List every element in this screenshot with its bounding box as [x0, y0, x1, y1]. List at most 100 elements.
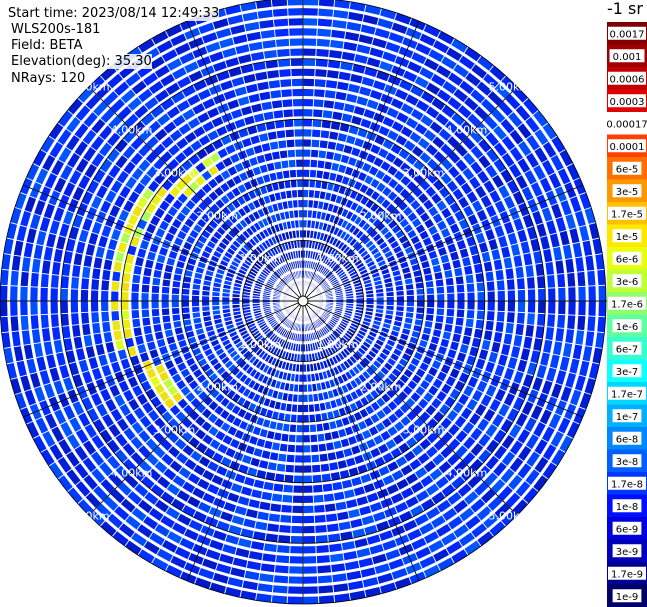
range-gate-cell [142, 401, 154, 414]
range-gate-cell [534, 146, 548, 164]
range-gate-cell [294, 220, 300, 228]
range-gate-cell [278, 314, 285, 321]
range-gate-cell [289, 321, 294, 329]
range-gate-cell [485, 132, 500, 147]
range-gate-cell [20, 374, 32, 392]
range-gate-cell [512, 86, 529, 104]
range-gate-cell [147, 409, 160, 422]
range-gate-cell [525, 152, 540, 169]
range-gate-cell [473, 263, 483, 274]
range-gate-cell [415, 546, 432, 560]
range-gate-cell [283, 474, 294, 483]
range-gate-cell [185, 330, 195, 339]
range-gate-cell [67, 98, 84, 115]
colorbar-label-bg [612, 454, 642, 468]
range-gate-cell [179, 537, 195, 551]
range-gate-cell [358, 86, 372, 97]
range-gate-cell [82, 217, 93, 232]
range-gate-cell [298, 384, 303, 392]
colorbar-label: 0.0006 [610, 74, 645, 85]
range-gate-cell [235, 222, 244, 232]
range-gate-cell [262, 340, 270, 349]
range-gate-cell [347, 580, 364, 591]
range-gate-cell [336, 511, 350, 521]
range-gate-cell [420, 498, 436, 511]
range-gate-cell [242, 297, 250, 301]
range-gate-cell [121, 291, 129, 301]
range-gate-cell [281, 317, 288, 324]
range-gate-cell [10, 270, 19, 287]
range-gate-cell [409, 504, 425, 517]
range-gate-cell [248, 341, 256, 349]
range-gate-cell [363, 482, 376, 494]
range-gate-cell [532, 376, 544, 392]
range-gate-cell [526, 134, 541, 151]
range-gate-cell [515, 266, 524, 279]
range-gate-cell [247, 273, 256, 280]
range-gate-cell [282, 423, 291, 432]
range-gate-cell [131, 507, 147, 522]
range-gate-cell [512, 190, 525, 206]
range-gate-cell [480, 194, 492, 208]
range-gate-cell [466, 283, 475, 293]
range-gate-cell [130, 436, 144, 450]
range-gate-cell [446, 180, 459, 193]
range-gate-cell [493, 259, 503, 271]
range-gate-cell [198, 455, 211, 468]
range-gate-cell [235, 236, 244, 245]
range-gate-cell [470, 427, 483, 441]
range-gate-cell [332, 263, 339, 271]
range-gate-cell [260, 271, 268, 278]
range-gate-cell [31, 328, 41, 344]
ray-separator [306, 284, 606, 302]
range-gate-cell [306, 230, 311, 238]
range-gate-cell [273, 161, 282, 170]
range-gate-cell [488, 238, 499, 251]
range-gate-cell [40, 135, 55, 154]
range-gate-cell [163, 271, 172, 280]
range-gate-cell [128, 398, 140, 412]
range-gate-cell [274, 324, 281, 332]
range-gate-cell [265, 59, 279, 69]
range-gate-cell [458, 372, 470, 384]
range-gate-cell [328, 236, 336, 245]
range-gate-cell [436, 499, 452, 513]
range-gate-cell [490, 478, 506, 494]
range-gate-cell [385, 439, 397, 450]
range-gate-cell [400, 487, 415, 499]
range-gate-cell [276, 463, 286, 472]
range-gate-cell [254, 312, 262, 317]
range-gate-cell [395, 455, 408, 468]
range-gate-cell [334, 286, 342, 291]
range-gate-cell [314, 274, 320, 282]
ray-separator [151, 38, 302, 298]
range-gate-cell [150, 375, 161, 387]
range-gate-cell [303, 28, 318, 36]
range-gate-cell [327, 321, 335, 329]
range-gate-cell [385, 548, 401, 561]
range-gate-cell [329, 39, 345, 49]
range-gate-cell [197, 88, 212, 101]
range-gate-cell [115, 122, 130, 137]
range-gate-cell [10, 377, 22, 395]
range-gate-cell [320, 463, 330, 472]
range-gate-cell [234, 473, 246, 484]
range-gate-cell [269, 141, 279, 150]
range-gate-cell [106, 132, 121, 147]
range-gate-cell [365, 225, 375, 235]
range-gate-cell [245, 366, 254, 375]
range-gate-cell [229, 264, 238, 272]
range-gate-cell [0, 285, 8, 301]
range-gate-cell [224, 4, 242, 16]
range-gate-cell [483, 408, 496, 423]
range-gate-cell [114, 394, 126, 408]
ray-separator [306, 206, 592, 301]
range-gate-cell [541, 206, 553, 223]
range-gate-cell [384, 250, 393, 259]
range-gate-cell [345, 248, 353, 257]
range-gate-cell [91, 152, 105, 168]
range-gate-cell [219, 259, 229, 267]
range-gate-cell [365, 153, 377, 164]
range-gate-cell [253, 332, 262, 340]
range-gate-cell [303, 505, 315, 514]
